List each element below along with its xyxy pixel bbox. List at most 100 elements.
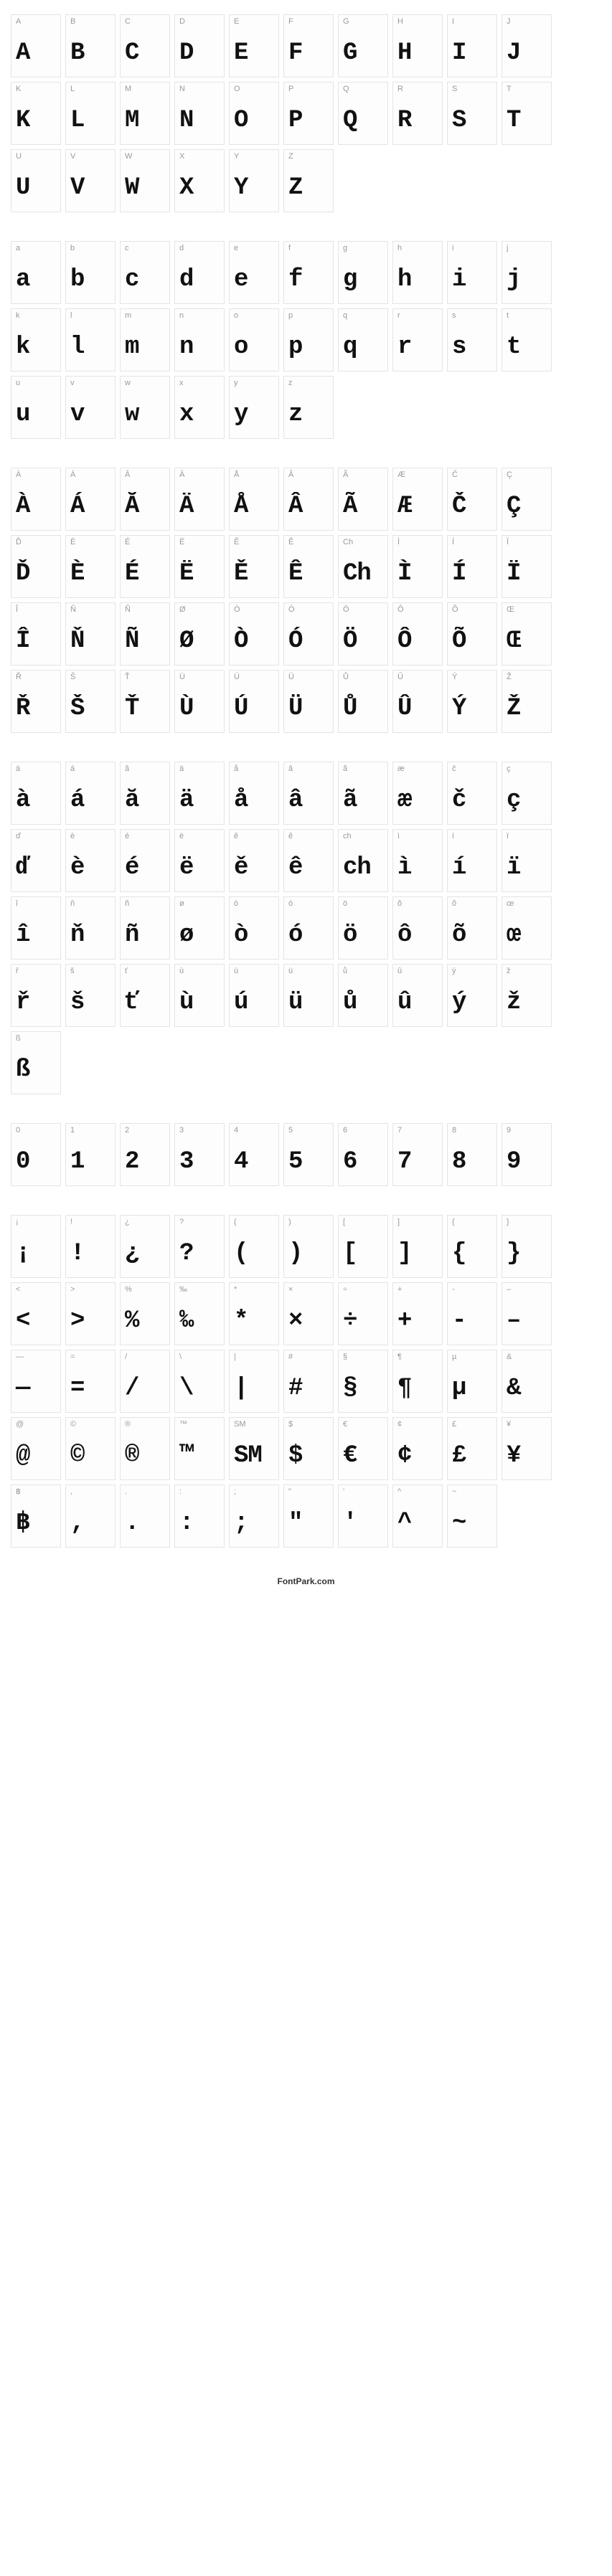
glyph-cell: ff (283, 241, 334, 304)
glyph-label: ch (343, 833, 352, 843)
glyph-cell: {{ (447, 1215, 497, 1278)
glyph-label: 9 (507, 1127, 511, 1137)
glyph-char: ï (507, 856, 520, 880)
glyph-char: n (179, 335, 193, 359)
glyph-label: k (16, 312, 20, 322)
glyph-char: £ (452, 1444, 466, 1468)
glyph-label: ť (125, 967, 128, 977)
glyph-label: æ (397, 765, 405, 775)
glyph-cell: ÅÅ (229, 468, 279, 531)
glyph-char: ù (179, 990, 193, 1015)
glyph-char: > (70, 1309, 84, 1333)
glyph-label: Ñ (125, 606, 131, 616)
glyph-char: Ö (343, 629, 357, 653)
glyph-char: Ø (179, 629, 193, 653)
glyph-cell: EE (229, 14, 279, 77)
glyph-char: w (125, 402, 138, 427)
glyph-label: Á (70, 471, 75, 481)
glyph-cell: ĎĎ (11, 535, 61, 598)
glyph-cell: ŇŇ (65, 602, 116, 666)
glyph-label: ) (288, 1218, 291, 1228)
glyph-label: Ø (179, 606, 186, 616)
glyph-char: ^ (397, 1511, 411, 1535)
glyph-label: / (125, 1353, 127, 1363)
glyph-char: = (70, 1376, 84, 1401)
glyph-label: 5 (288, 1127, 293, 1137)
glyph-label: ë (179, 833, 184, 843)
glyph-label: ï (507, 833, 509, 843)
glyph-cell: ÏÏ (502, 535, 552, 598)
glyph-char: a (16, 267, 29, 292)
glyph-char: d (179, 267, 193, 292)
glyph-char: Ê (288, 562, 302, 586)
glyph-label: & (507, 1353, 512, 1363)
glyph-label: ò (234, 900, 238, 910)
glyph-cell: JJ (502, 14, 552, 77)
glyph-char: j (507, 267, 520, 292)
glyph-label: œ (507, 900, 514, 910)
glyph-group-lowercase: aabbccddeeffgghhiijjkkllmmnnooppqqrrsstt… (11, 241, 601, 439)
glyph-label: Ë (179, 539, 184, 549)
glyph-label: X (179, 153, 184, 163)
glyph-cell: HH (392, 14, 443, 77)
glyph-cell: II (447, 14, 497, 77)
glyph-cell: úú (229, 964, 279, 1027)
glyph-char: ê (288, 856, 302, 880)
glyph-label: J (507, 18, 511, 28)
glyph-label: o (234, 312, 238, 322)
glyph-label: D (179, 18, 185, 28)
glyph-label: × (288, 1286, 293, 1296)
glyph-cell: KK (11, 82, 61, 145)
glyph-cell: CC (120, 14, 170, 77)
glyph-char: , (70, 1511, 84, 1535)
glyph-label: § (343, 1353, 347, 1363)
glyph-label: F (288, 18, 293, 28)
glyph-cell: || (229, 1350, 279, 1413)
glyph-char: ! (70, 1241, 84, 1266)
glyph-char: Û (397, 696, 411, 721)
glyph-cell: xx (174, 376, 225, 439)
glyph-char: L (70, 108, 84, 133)
glyph-cell: ;; (229, 1484, 279, 1548)
glyph-label: ÷ (343, 1286, 347, 1296)
glyph-cell: ,, (65, 1484, 116, 1548)
glyph-char: B (70, 41, 84, 65)
glyph-label: ă (125, 765, 129, 775)
glyph-label: Î (16, 606, 18, 616)
glyph-label: Ã (343, 471, 348, 481)
glyph-char: ฿ (16, 1511, 29, 1535)
glyph-cell: BB (65, 14, 116, 77)
glyph-char: 9 (507, 1150, 520, 1174)
glyph-cell: zz (283, 376, 334, 439)
glyph-char: : (179, 1511, 193, 1535)
glyph-label: ó (288, 900, 293, 910)
glyph-char: g (343, 267, 357, 292)
glyph-cell: øø (174, 896, 225, 960)
glyph-label: ø (179, 900, 184, 910)
glyph-label: Q (343, 85, 349, 95)
glyph-char: š (70, 990, 84, 1015)
glyph-label: £ (452, 1421, 456, 1431)
glyph-char: S (452, 108, 466, 133)
glyph-cell: éé (120, 829, 170, 892)
glyph-cell: ŒŒ (502, 602, 552, 666)
glyph-cell: ÷÷ (338, 1282, 388, 1345)
glyph-char: - (452, 1309, 466, 1333)
glyph-char: Ò (234, 629, 248, 653)
glyph-char: Ě (234, 562, 248, 586)
glyph-char: . (125, 1511, 138, 1535)
glyph-char: r (397, 335, 411, 359)
glyph-cell: ÃÃ (338, 468, 388, 531)
glyph-char: k (16, 335, 29, 359)
glyph-cell: \\ (174, 1350, 225, 1413)
glyph-cell: QQ (338, 82, 388, 145)
glyph-label: r (397, 312, 400, 322)
glyph-char: v (70, 402, 84, 427)
glyph-char: å (234, 788, 248, 813)
glyph-label: h (397, 245, 402, 255)
glyph-label: â (288, 765, 293, 775)
glyph-cell: µµ (447, 1350, 497, 1413)
glyph-char: Ă (125, 494, 138, 518)
glyph-cell: }} (502, 1215, 552, 1278)
glyph-cell: ©© (65, 1417, 116, 1480)
